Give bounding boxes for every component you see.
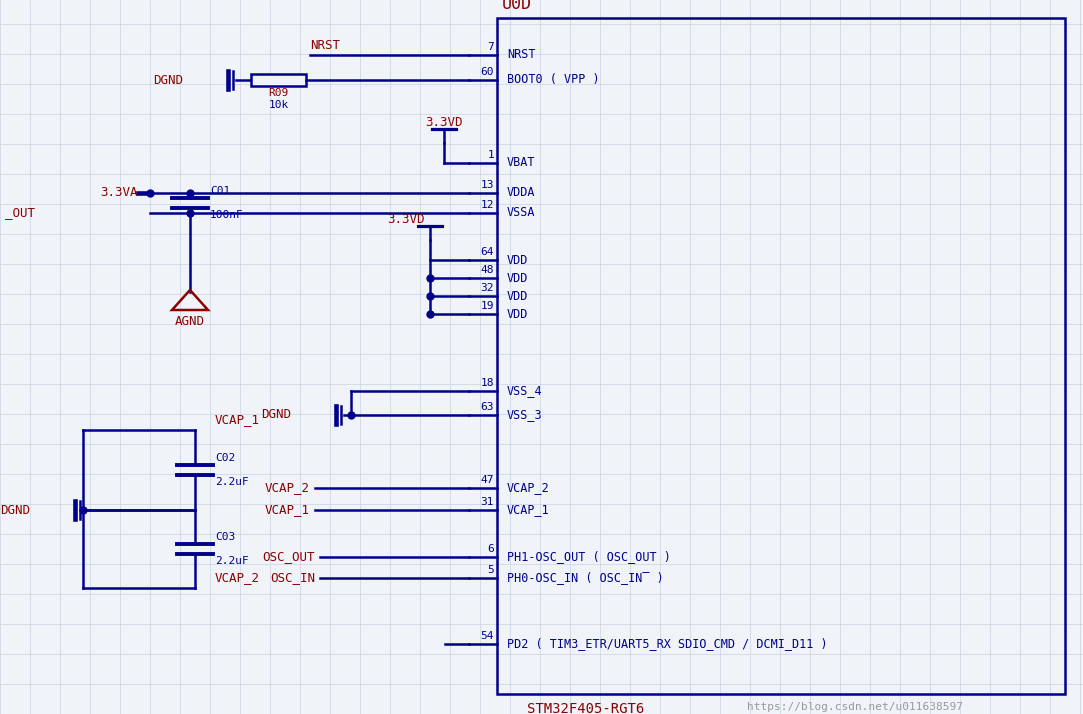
Text: https://blog.csdn.net/u011638597: https://blog.csdn.net/u011638597 <box>747 702 963 712</box>
Text: PD2 ( TIM3_ETR/UART5_RX SDIO_CMD / DCMI_D11 ): PD2 ( TIM3_ETR/UART5_RX SDIO_CMD / DCMI_… <box>507 638 827 650</box>
Text: R09: R09 <box>269 88 289 98</box>
Text: 100nF: 100nF <box>210 210 244 220</box>
Text: DGND: DGND <box>0 503 30 516</box>
Text: VDD: VDD <box>507 271 529 284</box>
Text: C01: C01 <box>210 186 231 196</box>
Text: VSS_3: VSS_3 <box>507 408 543 421</box>
Text: 32: 32 <box>481 283 494 293</box>
Text: PH1-OSC_OUT ( OSC_OUT ): PH1-OSC_OUT ( OSC_OUT ) <box>507 550 670 563</box>
Text: PH0-OSC_IN ( OSC_IN̅ ): PH0-OSC_IN ( OSC_IN̅ ) <box>507 571 664 585</box>
Text: VCAP_2: VCAP_2 <box>265 481 310 495</box>
Text: VCAP_2: VCAP_2 <box>507 481 550 495</box>
Text: OSC_OUT: OSC_OUT <box>262 550 315 563</box>
Bar <box>251 74 306 86</box>
Text: OSC_IN: OSC_IN <box>270 571 315 585</box>
Text: 63: 63 <box>481 402 494 412</box>
Text: VSS_4: VSS_4 <box>507 385 543 398</box>
Text: 3.3VA: 3.3VA <box>101 186 138 199</box>
Text: 5: 5 <box>487 565 494 575</box>
Bar <box>497 18 1065 694</box>
Text: 6: 6 <box>487 544 494 554</box>
Text: VDD: VDD <box>507 308 529 321</box>
Text: DGND: DGND <box>153 74 183 86</box>
Text: VSSA: VSSA <box>507 206 535 219</box>
Text: 18: 18 <box>481 378 494 388</box>
Text: 54: 54 <box>481 631 494 641</box>
Text: 31: 31 <box>481 497 494 507</box>
Text: C03: C03 <box>216 532 235 542</box>
Text: _OUT: _OUT <box>5 206 35 219</box>
Text: 13: 13 <box>481 180 494 190</box>
Text: 3.3VD: 3.3VD <box>426 116 462 129</box>
Text: VDD: VDD <box>507 289 529 303</box>
Text: 19: 19 <box>481 301 494 311</box>
Text: 12: 12 <box>481 200 494 210</box>
Text: BOOT0 ( VPP ): BOOT0 ( VPP ) <box>507 74 600 86</box>
Text: 2.2uF: 2.2uF <box>216 556 249 566</box>
Text: C02: C02 <box>216 453 235 463</box>
Text: VCAP_1: VCAP_1 <box>216 413 260 426</box>
Text: NRST: NRST <box>310 39 340 52</box>
Text: 3.3VD: 3.3VD <box>388 213 425 226</box>
Text: 48: 48 <box>481 265 494 275</box>
Text: NRST: NRST <box>507 49 535 61</box>
Text: AGND: AGND <box>175 315 205 328</box>
Text: 10k: 10k <box>269 100 289 110</box>
Text: VBAT: VBAT <box>507 156 535 169</box>
Text: 47: 47 <box>481 475 494 485</box>
Text: 64: 64 <box>481 247 494 257</box>
Text: VCAP_1: VCAP_1 <box>507 503 550 516</box>
Text: VCAP_1: VCAP_1 <box>265 503 310 516</box>
Text: STM32F405-RGT6: STM32F405-RGT6 <box>527 702 644 714</box>
Text: VDDA: VDDA <box>507 186 535 199</box>
Text: DGND: DGND <box>261 408 291 421</box>
Text: U0D: U0D <box>503 0 532 13</box>
Text: 7: 7 <box>487 42 494 52</box>
Text: 1: 1 <box>487 150 494 160</box>
Text: 60: 60 <box>481 67 494 77</box>
Text: 2.2uF: 2.2uF <box>216 477 249 487</box>
Text: VDD: VDD <box>507 253 529 266</box>
Text: VCAP_2: VCAP_2 <box>216 571 260 584</box>
